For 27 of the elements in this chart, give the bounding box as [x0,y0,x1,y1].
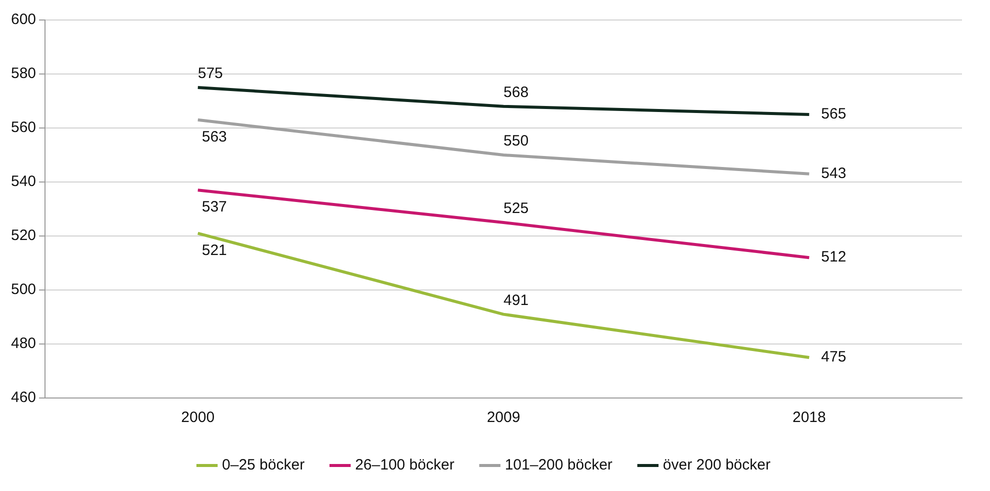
data-label: 543 [821,165,846,182]
y-tick-label: 480 [10,335,36,352]
legend-label: 26–100 böcker [355,456,454,474]
legend-label: 101–200 böcker [504,456,612,474]
data-label: 565 [821,106,846,123]
x-tick-label: 2018 [792,409,826,426]
x-tick-label: 2000 [181,409,215,426]
y-tick-label: 500 [10,281,36,298]
data-label: 563 [202,128,227,146]
y-tick-label: 600 [10,11,36,28]
y-tick-label: 460 [10,389,36,406]
data-label: 575 [198,65,223,82]
y-tick-label: 560 [10,119,36,136]
legend-label: över 200 böcker [662,456,770,474]
x-tick-label: 2009 [486,409,520,426]
y-tick-label: 540 [10,173,36,190]
data-label: 537 [202,198,227,216]
legend-label: 0–25 böcker [222,456,305,474]
data-label: 525 [504,200,529,218]
y-tick-label: 580 [10,65,36,82]
data-label: 491 [504,292,529,309]
data-label: 521 [202,242,227,259]
data-label: 475 [821,348,846,366]
data-label: 568 [504,84,529,102]
y-tick-label: 520 [10,227,36,244]
data-label: 512 [821,248,846,266]
data-label: 550 [504,132,529,150]
